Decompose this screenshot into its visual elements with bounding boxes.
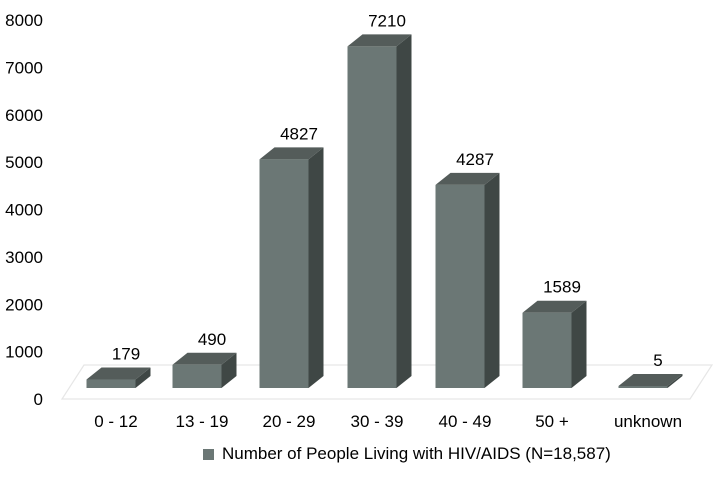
y-tick-label: 1000 xyxy=(5,343,43,362)
bar xyxy=(259,147,324,388)
bar-top xyxy=(435,172,500,185)
bar-front xyxy=(522,312,572,388)
bar-side xyxy=(308,147,324,388)
y-tick-label: 5000 xyxy=(5,153,43,172)
bar-side xyxy=(484,172,500,388)
legend-swatch xyxy=(203,448,214,460)
y-tick-label: 4000 xyxy=(5,201,43,220)
x-axis: 0 - 12 13 - 19 20 - 29 30 - 39 40 - 49 50 + un… xyxy=(94,412,682,431)
data-label: 4287 xyxy=(456,150,494,169)
x-tick-label: unknown xyxy=(614,412,682,431)
bar xyxy=(618,374,683,388)
data-label: 490 xyxy=(198,330,226,349)
data-label: 5 xyxy=(653,351,662,370)
bar-side xyxy=(135,367,151,388)
bar xyxy=(347,34,412,389)
y-axis: 0 1000 2000 3000 4000 5000 6000 7000 8000 xyxy=(5,11,43,409)
bars xyxy=(86,34,683,389)
legend: Number of People Living with HIV/AIDS (N… xyxy=(203,444,611,464)
bar-top xyxy=(618,374,683,386)
y-tick-label: 6000 xyxy=(5,106,43,125)
bar-front xyxy=(618,386,668,388)
x-tick-label: 30 - 39 xyxy=(351,412,404,431)
bar-side xyxy=(221,352,237,388)
y-tick-label: 8000 xyxy=(5,11,43,30)
data-label: 4827 xyxy=(280,124,318,143)
bar-side xyxy=(396,34,412,389)
bar xyxy=(522,300,587,388)
x-tick-label: 50 + xyxy=(535,412,569,431)
bar-top xyxy=(86,367,151,380)
bar xyxy=(86,367,151,388)
bar-top xyxy=(172,352,237,365)
bar-front xyxy=(259,159,309,388)
bar xyxy=(172,352,237,388)
x-tick-label: 40 - 49 xyxy=(439,412,492,431)
data-labels: 179 490 4827 7210 4287 1589 5 xyxy=(112,11,663,370)
bar-front xyxy=(435,184,485,388)
x-tick-label: 20 - 29 xyxy=(263,412,316,431)
bar-front xyxy=(347,46,397,389)
y-tick-label: 7000 xyxy=(5,58,43,77)
bar-top xyxy=(259,147,324,160)
y-tick-label: 2000 xyxy=(5,295,43,314)
x-tick-label: 0 - 12 xyxy=(94,412,137,431)
bar-side xyxy=(667,374,683,388)
bar-top xyxy=(347,34,412,47)
legend-label: Number of People Living with HIV/AIDS (N… xyxy=(222,444,611,463)
x-tick-label: 13 - 19 xyxy=(176,412,229,431)
bar xyxy=(435,172,500,388)
y-tick-label: 3000 xyxy=(5,248,43,267)
y-tick-label: 0 xyxy=(34,390,43,409)
bar-side xyxy=(571,300,587,388)
bar-top xyxy=(522,300,587,313)
bar-front xyxy=(172,364,222,388)
bar-front xyxy=(86,379,136,388)
data-label: 179 xyxy=(112,345,140,364)
data-label: 1589 xyxy=(543,278,581,297)
data-label: 7210 xyxy=(368,11,406,30)
